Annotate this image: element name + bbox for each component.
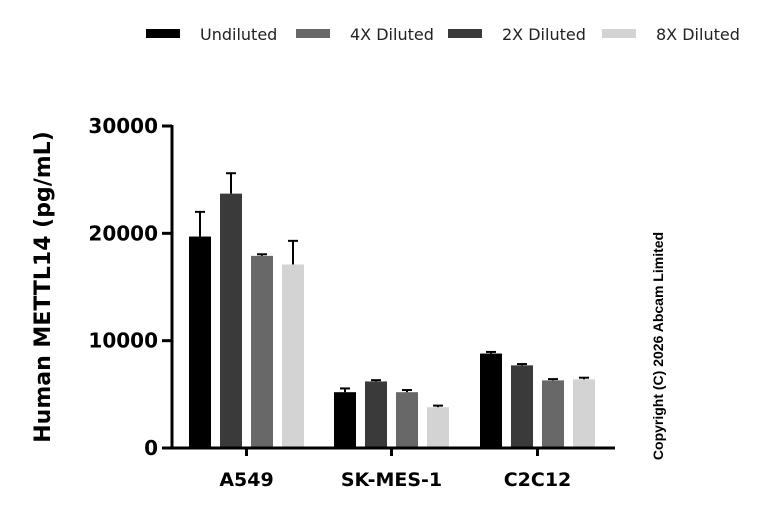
bar-group-sk-mes-1	[334, 379, 449, 448]
x-tick-labels: A549 SK-MES-1 C2C12	[219, 448, 571, 491]
bar-sk-mes-1-2x-diluted	[365, 381, 387, 448]
bar-a549-8x-diluted	[282, 264, 304, 448]
legend-label: 4X Diluted	[350, 25, 434, 44]
bar-a549-undiluted	[189, 236, 211, 448]
y-tick-label: 30000	[88, 114, 158, 138]
legend-item-8x-diluted: 8X Diluted	[602, 25, 740, 44]
bar-group-c2c12	[480, 350, 595, 448]
x-tick-label-c2c12: C2C12	[504, 469, 572, 491]
x-tick-label-a549: A549	[219, 469, 273, 491]
bars-group	[189, 172, 595, 448]
bar-sk-mes-1-8x-diluted	[427, 407, 449, 448]
bar-c2c12-8x-diluted	[573, 379, 595, 448]
bar-a549-4x-diluted	[251, 255, 273, 448]
copyright-text: Copyright (C) 2026 Abcam Limited	[650, 232, 666, 460]
legend-label: 8X Diluted	[656, 25, 740, 44]
legend-swatch	[146, 29, 180, 38]
y-ticks: 0 10000 20000 30000	[88, 114, 172, 460]
y-tick-label: 20000	[88, 221, 158, 245]
legend: Undiluted 4X Diluted 2X Diluted 8X Diluted	[146, 25, 740, 44]
legend-item-4x-diluted: 4X Diluted	[296, 25, 434, 44]
bar-sk-mes-1-4x-diluted	[396, 392, 418, 448]
legend-item-undiluted: Undiluted	[146, 25, 277, 44]
y-tick-label: 10000	[88, 329, 158, 353]
bar-group-a549	[189, 172, 304, 448]
legend-swatch	[602, 29, 636, 38]
bar-a549-2x-diluted	[220, 193, 242, 448]
bar-c2c12-2x-diluted	[511, 365, 533, 448]
legend-label: Undiluted	[200, 25, 277, 44]
bar-c2c12-4x-diluted	[542, 380, 564, 448]
x-tick-label-sk-mes-1: SK-MES-1	[341, 469, 442, 491]
legend-label: 2X Diluted	[502, 25, 586, 44]
legend-item-2x-diluted: 2X Diluted	[448, 25, 586, 44]
legend-swatch	[296, 29, 330, 38]
legend-swatch	[448, 29, 482, 38]
y-axis-label: Human METTL14 (pg/mL)	[31, 131, 56, 442]
bar-c2c12-undiluted	[480, 353, 502, 448]
y-tick-label: 0	[144, 436, 158, 460]
bar-sk-mes-1-undiluted	[334, 392, 356, 448]
